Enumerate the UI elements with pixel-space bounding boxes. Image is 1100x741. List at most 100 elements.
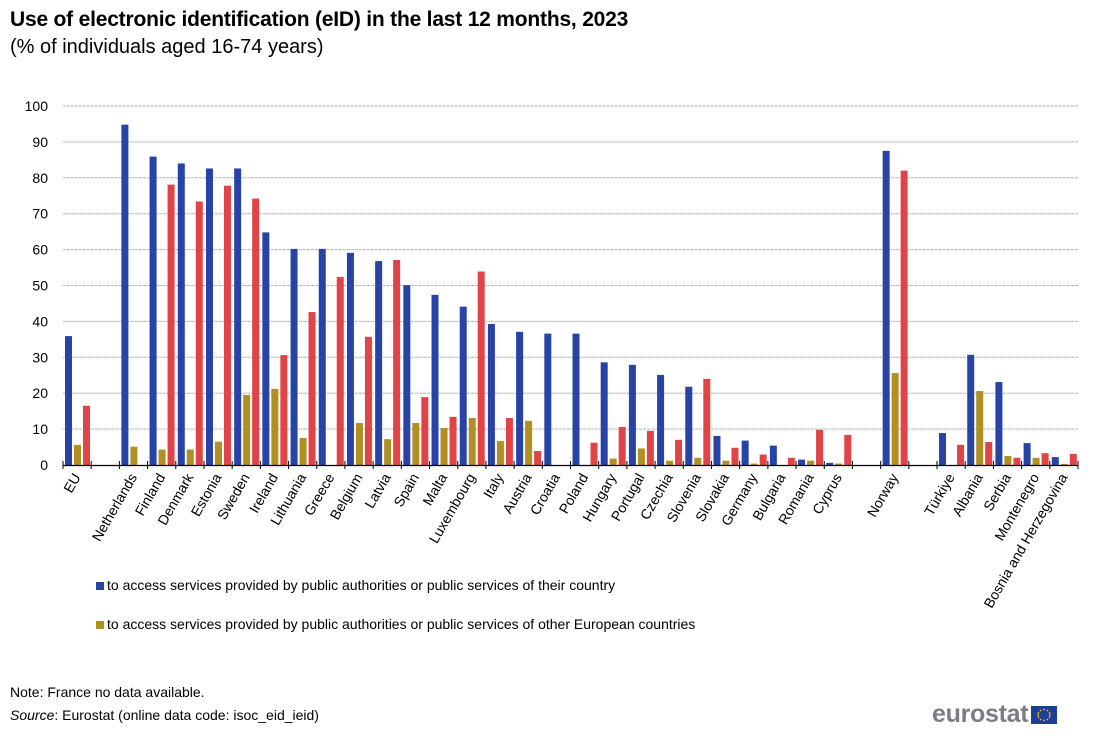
bar-blue-türkiye <box>939 433 947 465</box>
bar-gold-montenegro <box>1032 457 1040 465</box>
y-tick-label: 10 <box>32 421 48 437</box>
bar-red-eu <box>83 405 90 465</box>
y-tick-label: 0 <box>40 457 48 473</box>
bar-red-malta <box>449 416 457 465</box>
bar-gold-latvia <box>384 439 392 465</box>
bar-gold-spain <box>412 423 420 465</box>
bar-gold-malta <box>440 428 448 465</box>
bar-gold-denmark <box>186 449 194 465</box>
bar-gold-slovenia <box>694 457 702 465</box>
bar-gold-eu <box>74 444 81 465</box>
legend-label: to access services provided by public au… <box>107 577 616 593</box>
bar-gold-germany <box>750 463 758 465</box>
bar-blue-latvia <box>375 261 383 465</box>
bar-red-luxembourg <box>477 271 485 465</box>
bar-blue-belgium <box>346 252 354 465</box>
y-tick-label: 80 <box>32 170 48 186</box>
bar-blue-czechia <box>657 374 665 465</box>
bar-blue-hungary <box>600 362 608 465</box>
bar-red-ireland <box>280 355 288 465</box>
bar-red-bosnia-and-herzegovina <box>1069 453 1077 465</box>
bar-red-bulgaria <box>787 457 795 465</box>
bar-gold-italy <box>496 440 504 465</box>
bar-blue-estonia <box>205 168 213 465</box>
bar-red-estonia <box>223 185 231 465</box>
bar-gold-sweden <box>243 395 251 465</box>
bar-gold-cyprus <box>835 463 843 465</box>
bar-blue-slovakia <box>713 435 721 465</box>
bar-blue-croatia <box>544 333 552 465</box>
bar-red-sweden <box>252 198 260 465</box>
x-axis <box>62 461 1079 469</box>
bar-red-latvia <box>393 260 401 465</box>
bar-red-poland <box>590 442 598 465</box>
y-tick-label: 70 <box>32 206 48 222</box>
bar-red-norway <box>900 170 908 465</box>
logo-text: eurostat <box>932 700 1029 728</box>
gridlines <box>63 105 1078 430</box>
y-tick-label: 50 <box>32 278 48 294</box>
bar-blue-luxembourg <box>459 306 467 465</box>
bar-red-hungary <box>618 426 626 465</box>
x-tick-label: Latvia <box>361 470 394 511</box>
source-label: Source <box>10 707 55 723</box>
bar-red-portugal <box>646 430 654 465</box>
bar-gold-finland <box>158 449 166 465</box>
bar-gold-portugal <box>637 448 645 465</box>
chart-subtitle: (% of individuals aged 16-74 years) <box>10 36 324 58</box>
bar-gold-netherlands <box>130 446 138 465</box>
bar-blue-portugal <box>628 364 636 465</box>
chart-title: Use of electronic identification (eID) i… <box>10 8 629 31</box>
bar-blue-lithuania <box>290 248 298 465</box>
bar-gold-bosnia-and-herzegovina <box>1060 463 1068 465</box>
bar-blue-austria <box>516 331 524 465</box>
bar-blue-netherlands <box>121 124 129 466</box>
bar-blue-serbia <box>995 382 1003 465</box>
y-tick-label: 100 <box>25 98 49 114</box>
bar-red-finland <box>167 184 175 465</box>
y-axis-ticks: 0 10 20 30 40 50 60 70 80 90 100 <box>25 98 49 473</box>
y-tick-label: 30 <box>32 349 48 365</box>
bar-blue-ireland <box>262 232 270 465</box>
bar-red-montenegro <box>1041 453 1049 465</box>
legend-item-own-country: to access services provided by public au… <box>96 576 747 594</box>
bar-gold-austria <box>525 420 533 465</box>
legend-label: to access services provided by public au… <box>107 616 696 632</box>
bar-gold-estonia <box>214 441 222 465</box>
bar-red-lithuania <box>308 312 316 465</box>
bar-gold-slovakia <box>722 460 730 465</box>
bar-red-spain <box>421 397 429 465</box>
bar-red-czechia <box>675 439 683 465</box>
bar-red-albania <box>985 442 993 465</box>
bar-red-denmark <box>195 201 203 466</box>
bar-blue-norway <box>882 150 890 466</box>
bar-gold-czechia <box>666 460 674 465</box>
y-tick-label: 60 <box>32 242 48 258</box>
legend-swatch-blue <box>96 582 104 590</box>
x-tick-label: Italy <box>480 471 507 501</box>
x-tick-label: Norway <box>864 471 902 520</box>
bar-blue-slovenia <box>685 386 693 465</box>
y-tick-label: 90 <box>32 134 48 150</box>
bar-blue-bulgaria <box>769 445 777 465</box>
bar-gold-norway <box>891 373 899 465</box>
bars <box>65 124 1077 466</box>
bar-gold-ireland <box>271 388 279 465</box>
source-text: : Eurostat (online data code: isoc_eid_i… <box>54 707 319 723</box>
bar-red-italy <box>505 417 513 465</box>
source-line: Source: Eurostat (online data code: isoc… <box>10 707 319 723</box>
legend-item-other-european: to access services provided by public au… <box>96 615 747 633</box>
bar-red-romania <box>816 429 824 465</box>
x-tick-label: EU <box>60 471 84 496</box>
bar-gold-lithuania <box>299 438 307 465</box>
bar-blue-germany <box>741 440 749 465</box>
legend-swatch-gold <box>96 621 104 629</box>
bar-blue-malta <box>431 294 439 465</box>
y-tick-label: 40 <box>32 313 48 329</box>
bar-blue-finland <box>149 156 157 465</box>
bar-blue-romania <box>798 459 806 465</box>
bar-red-greece <box>336 276 344 465</box>
bar-gold-serbia <box>1004 456 1012 465</box>
bar-red-slovenia <box>703 378 711 465</box>
